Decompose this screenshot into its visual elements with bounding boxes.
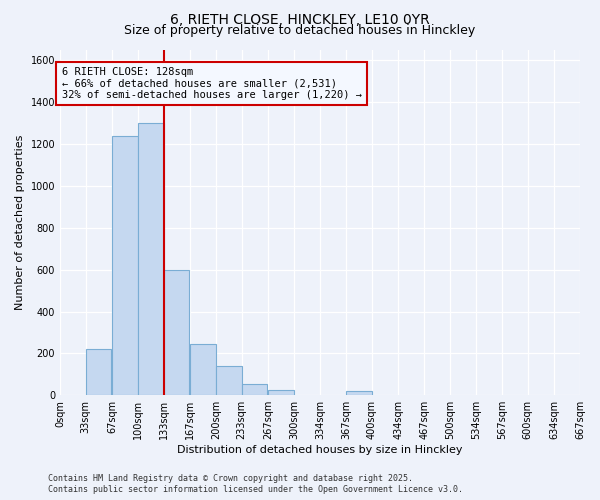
Bar <box>164 270 190 395</box>
Bar <box>216 366 242 395</box>
Y-axis label: Number of detached properties: Number of detached properties <box>15 135 25 310</box>
Bar <box>112 136 138 395</box>
Text: Size of property relative to detached houses in Hinckley: Size of property relative to detached ho… <box>124 24 476 37</box>
Bar <box>268 390 294 395</box>
Bar <box>190 344 216 395</box>
Text: 6, RIETH CLOSE, HINCKLEY, LE10 0YR: 6, RIETH CLOSE, HINCKLEY, LE10 0YR <box>170 12 430 26</box>
Bar <box>138 123 164 395</box>
Text: 6 RIETH CLOSE: 128sqm
← 66% of detached houses are smaller (2,531)
32% of semi-d: 6 RIETH CLOSE: 128sqm ← 66% of detached … <box>62 66 362 100</box>
Bar <box>346 391 372 395</box>
Text: Contains HM Land Registry data © Crown copyright and database right 2025.
Contai: Contains HM Land Registry data © Crown c… <box>48 474 463 494</box>
Bar <box>86 349 112 395</box>
Bar <box>242 384 268 395</box>
X-axis label: Distribution of detached houses by size in Hinckley: Distribution of detached houses by size … <box>177 445 463 455</box>
